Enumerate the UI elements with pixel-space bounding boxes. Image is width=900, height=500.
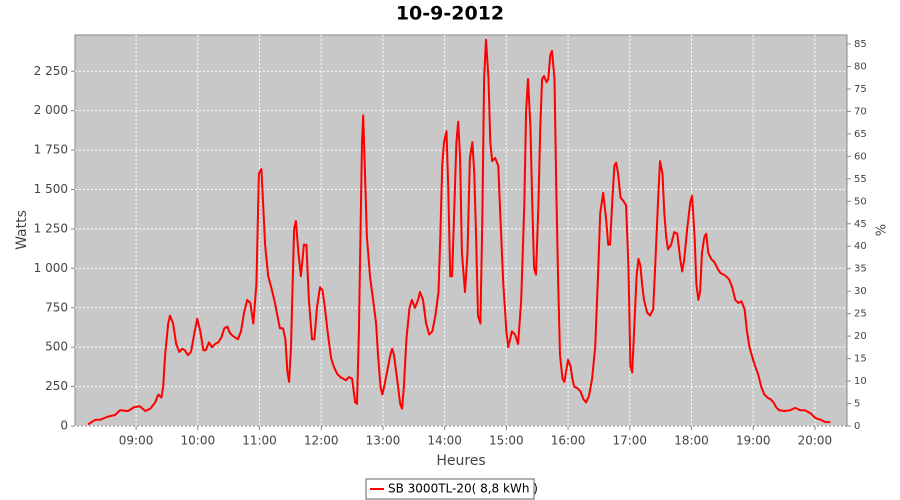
x-tick-label: 16:00 <box>551 434 586 448</box>
x-tick-label: 17:00 <box>612 434 647 448</box>
y-tick-label: 1 750 <box>34 143 68 157</box>
y2-tick-label: 45 <box>854 219 867 230</box>
x-tick-label: 11:00 <box>242 434 277 448</box>
y2-tick-label: 60 <box>854 151 867 162</box>
x-tick-label: 18:00 <box>674 434 709 448</box>
y2-tick-label: 70 <box>854 106 867 117</box>
y2-tick-label: 55 <box>854 174 867 185</box>
y-tick-label: 0 <box>60 419 68 433</box>
y-tick-label: 250 <box>45 379 68 393</box>
y2-tick-label: 0 <box>854 421 860 432</box>
y2-tick-label: 80 <box>854 61 867 72</box>
y-tick-label: 500 <box>45 340 68 354</box>
y2-tick-label: 35 <box>854 264 867 275</box>
x-tick-label: 10:00 <box>181 434 216 448</box>
x-tick-label: 09:00 <box>119 434 154 448</box>
x-tick-label: 14:00 <box>427 434 462 448</box>
x-tick-label: 12:00 <box>304 434 339 448</box>
y-tick-label: 1 250 <box>34 221 68 235</box>
y-axis-label: Watts <box>14 210 30 250</box>
y2-tick-label: 5 <box>854 399 860 410</box>
y2-tick-label: 40 <box>854 241 867 252</box>
y2-tick-label: 85 <box>854 39 867 50</box>
legend-box <box>365 478 535 500</box>
y2-tick-label: 25 <box>854 309 867 320</box>
x-tick-label: 15:00 <box>489 434 524 448</box>
y2-tick-label: 20 <box>854 331 867 342</box>
y-tick-label: 750 <box>45 300 68 314</box>
x-axis-label: Heures <box>436 453 485 469</box>
legend-label: SB 3000TL-20( 8,8 kWh ) <box>388 482 538 496</box>
y2-tick-label: 75 <box>854 84 867 95</box>
x-tick-label: 19:00 <box>736 434 771 448</box>
y-tick-label: 1 500 <box>34 182 68 196</box>
y2-tick-label: 10 <box>854 376 867 387</box>
y2-tick-label: 30 <box>854 286 867 297</box>
series-line <box>87 38 831 426</box>
y-tick-label: 2 250 <box>34 64 68 78</box>
x-tick-label: 20:00 <box>798 434 833 448</box>
y-tick-label: 1 000 <box>34 261 68 275</box>
y2-tick-label: 65 <box>854 129 867 140</box>
y2-tick-label: 15 <box>854 354 867 365</box>
y-tick-label: 2 000 <box>34 103 68 117</box>
y2-tick-label: 50 <box>854 196 867 207</box>
x-tick-label: 13:00 <box>366 434 401 448</box>
chart-title: 10-9-2012 <box>396 3 504 25</box>
y2-axis-label: % <box>875 224 890 236</box>
